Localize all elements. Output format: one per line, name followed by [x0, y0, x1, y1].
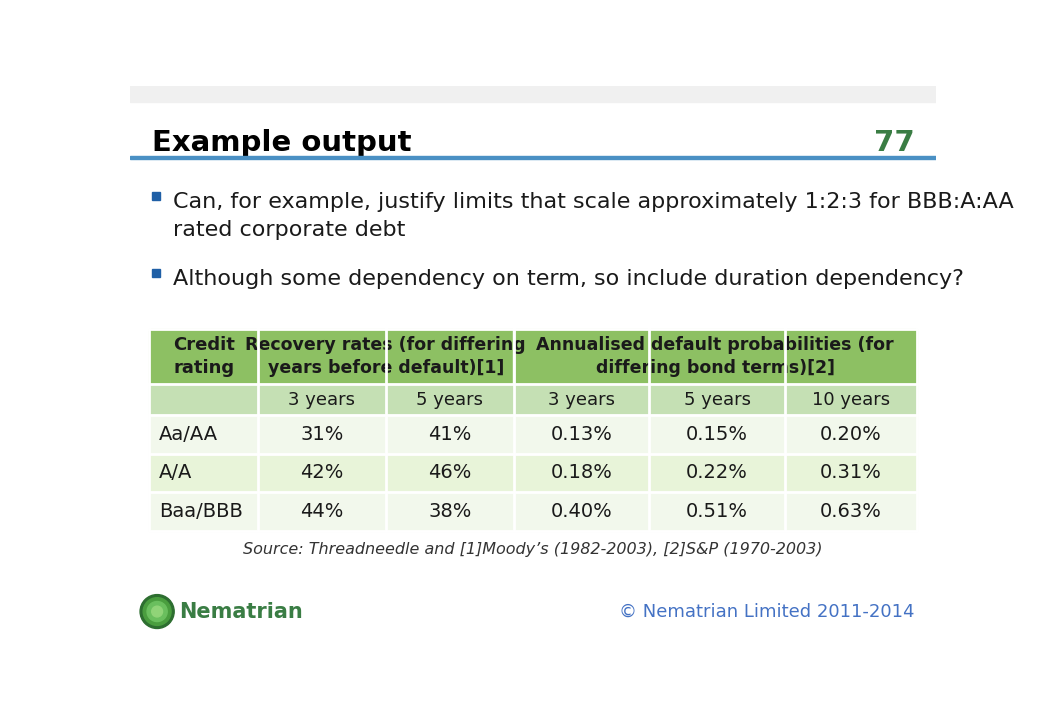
Text: 0.63%: 0.63% — [820, 502, 882, 521]
Text: 5 years: 5 years — [416, 391, 484, 409]
Text: 0.51%: 0.51% — [686, 502, 748, 521]
Bar — [130, 156, 936, 159]
Bar — [150, 384, 916, 415]
Circle shape — [152, 606, 162, 617]
Text: Example output: Example output — [152, 129, 411, 157]
Text: 5 years: 5 years — [683, 391, 751, 409]
Text: Source: Threadneedle and [1]Moody’s (1982-2003), [2]S&P (1970-2003): Source: Threadneedle and [1]Moody’s (198… — [243, 542, 823, 557]
Text: 0.15%: 0.15% — [686, 425, 748, 444]
Text: 41%: 41% — [428, 425, 471, 444]
Text: 38%: 38% — [428, 502, 471, 521]
Bar — [150, 492, 916, 531]
Bar — [150, 415, 916, 454]
Text: 31%: 31% — [301, 425, 343, 444]
Text: Recovery rates (for differing
years before default)[1]: Recovery rates (for differing years befo… — [245, 336, 526, 377]
Text: 3 years: 3 years — [548, 391, 615, 409]
Text: A/A: A/A — [159, 464, 192, 482]
Text: 0.20%: 0.20% — [820, 425, 882, 444]
Text: 0.22%: 0.22% — [686, 464, 748, 482]
Bar — [130, 86, 936, 102]
Circle shape — [140, 595, 174, 629]
Text: 10 years: 10 years — [811, 391, 890, 409]
Bar — [152, 192, 160, 200]
Text: Aa/AA: Aa/AA — [159, 425, 217, 444]
Bar — [150, 454, 916, 492]
Text: 46%: 46% — [428, 464, 471, 482]
Text: Can, for example, justify limits that scale approximately 1:2:3 for BBB:A:AA
rat: Can, for example, justify limits that sc… — [173, 192, 1013, 240]
Text: 0.18%: 0.18% — [550, 464, 613, 482]
Bar — [258, 329, 514, 384]
Bar — [150, 329, 258, 384]
Text: Baa/BBB: Baa/BBB — [159, 502, 242, 521]
Text: 0.40%: 0.40% — [550, 502, 613, 521]
Text: 3 years: 3 years — [288, 391, 356, 409]
Text: 77: 77 — [874, 129, 914, 157]
Circle shape — [147, 601, 167, 621]
Circle shape — [144, 598, 171, 626]
Text: 0.13%: 0.13% — [550, 425, 613, 444]
Text: Annualised default probabilities (for
differing bond terms)[2]: Annualised default probabilities (for di… — [537, 336, 894, 377]
Bar — [513, 329, 515, 384]
Text: Nematrian: Nematrian — [179, 601, 303, 621]
Text: 44%: 44% — [301, 502, 343, 521]
Bar — [514, 329, 916, 384]
Text: Credit
rating: Credit rating — [173, 336, 235, 377]
Text: © Nematrian Limited 2011-2014: © Nematrian Limited 2011-2014 — [619, 603, 914, 621]
Text: 42%: 42% — [301, 464, 343, 482]
Bar — [152, 269, 160, 277]
Text: Although some dependency on term, so include duration dependency?: Although some dependency on term, so inc… — [173, 269, 963, 289]
Text: 0.31%: 0.31% — [820, 464, 882, 482]
